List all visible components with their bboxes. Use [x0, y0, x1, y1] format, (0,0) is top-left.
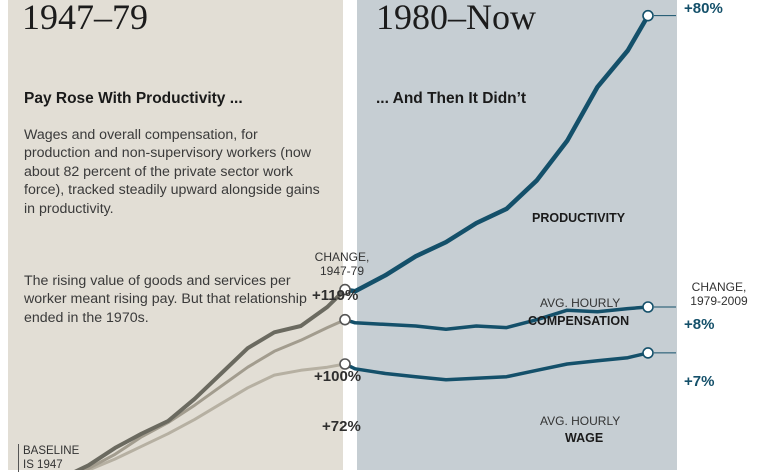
series-label-compensation-line2: COMPENSATION — [528, 314, 630, 328]
paragraph-1: Wages and overall compensation, for prod… — [24, 127, 320, 217]
series-line-wage-1980-now — [343, 351, 650, 382]
series-line-productivity-1947-79 — [74, 287, 347, 470]
heading-right: ... And Then It Didn’t — [376, 90, 527, 107]
change-value-wage-right: +7% — [684, 373, 715, 390]
baseline-note: BASELINE IS 1947 — [18, 444, 79, 472]
change-value-productivity-right: +80% — [684, 0, 723, 17]
series-line-compensation-1980-now — [343, 305, 650, 331]
series-label-productivity: PRODUCTIVITY — [532, 211, 626, 225]
endpoint-marker-productivity-2009 — [642, 9, 654, 22]
series-label-wage-line2: WAGE — [565, 431, 604, 445]
series-label-wage-line1: AVG. HOURLY — [540, 414, 621, 428]
right-panel-background — [357, 0, 677, 470]
series-label-compensation-line1: AVG. HOURLY — [540, 296, 621, 310]
endpoint-marker-productivity-1979 — [339, 283, 351, 296]
endpoint-marker-compensation-1979 — [339, 313, 351, 326]
change-value-productivity-left: +119% — [312, 287, 359, 304]
change-value-compensation-right: +8% — [684, 316, 715, 333]
era-title-left: 1947–79 — [22, 0, 148, 37]
paragraph-2: The rising value of goods and services p… — [24, 273, 307, 326]
series-line-productivity-1980-now — [342, 13, 651, 294]
left-panel-background — [8, 0, 343, 470]
endpoint-marker-wage-2009 — [642, 347, 654, 359]
change-label-left: CHANGE, 1947-79 — [314, 250, 370, 278]
change-value-wage-left: +72% — [322, 418, 361, 435]
baseline-line2: IS 1947 — [23, 459, 63, 471]
change-value-compensation-left: +100% — [314, 368, 362, 385]
change-label-right: CHANGE, 1979-2009 — [690, 280, 748, 308]
endpoint-marker-compensation-2009 — [642, 301, 654, 313]
series-line-wage-1947-79 — [83, 362, 347, 470]
endpoint-marker-wage-1979 — [339, 358, 351, 370]
baseline-line1: BASELINE — [23, 445, 80, 457]
heading-left: Pay Rose With Productivity ... — [24, 90, 243, 107]
series-line-compensation-1947-79 — [79, 318, 347, 470]
era-title-right: 1980–Now — [376, 0, 536, 37]
